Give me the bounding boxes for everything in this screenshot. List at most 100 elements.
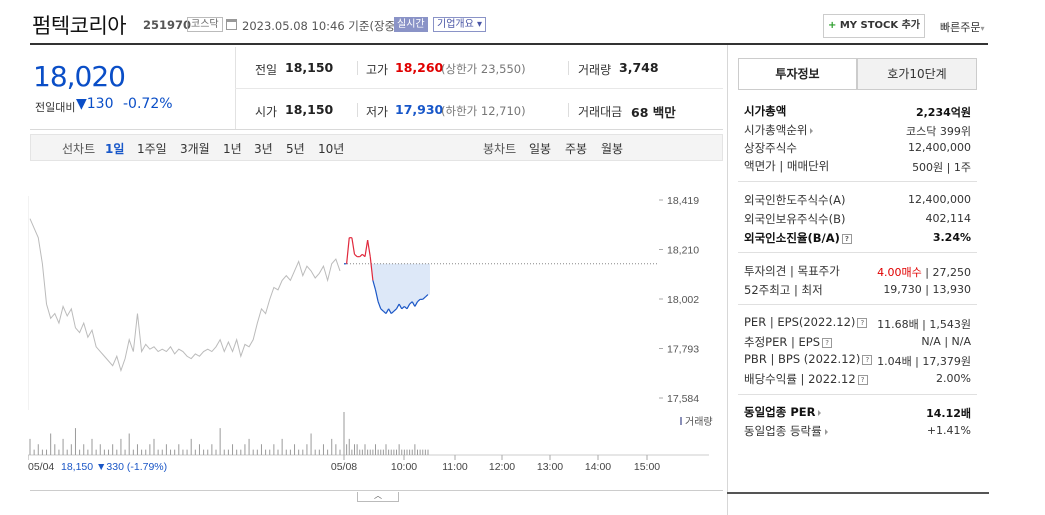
update-datetime: 2023.05.08 10:46 기준(장중): [242, 19, 400, 33]
price-chart[interactable]: 18,419 18,210 18,002 17,793 17,584 거래량 05/08 10…: [28, 180, 723, 475]
tab-3m[interactable]: 3개월: [180, 142, 210, 156]
upper-limit: (상한가 23,550): [441, 62, 526, 76]
chart-tab-bar: [30, 134, 723, 161]
per-label-text: PER | EPS(2022.12): [744, 315, 856, 329]
listed-shares-label: 상장주식수: [744, 141, 797, 155]
y-tick-label: 17,793: [667, 344, 699, 356]
add-my-stock-button[interactable]: + MY STOCK 추가: [823, 14, 925, 38]
lower-limit: (하한가 12,710): [441, 104, 526, 118]
info-icon[interactable]: ?: [857, 317, 868, 328]
today-line-segment: [401, 306, 405, 310]
tab-3y[interactable]: 3년: [254, 142, 273, 156]
volume-legend-label: 거래량: [685, 416, 713, 428]
tab-orderbook[interactable]: 호가10단계: [857, 58, 977, 90]
low-label: 저가: [366, 105, 389, 119]
foreign-limit-value: 12,400,000: [908, 193, 971, 206]
dividend-label-text: 배당수익률 | 2022.12: [744, 372, 856, 386]
foreign-ratio-label: 외국인소진율(B/A)?: [744, 230, 852, 246]
info-icon[interactable]: ?: [841, 233, 852, 244]
divider: [568, 61, 569, 75]
divider: [357, 103, 358, 117]
fall-area: [344, 263, 428, 314]
divider: [235, 88, 723, 89]
industry-change-label[interactable]: 동일업종 등락률: [744, 423, 828, 439]
fall-area-edge: [428, 263, 430, 295]
x-tick-label: 12:00: [489, 461, 515, 473]
header-divider: [30, 43, 988, 45]
par-value-value: 500원 | 1주: [912, 161, 971, 174]
listed-shares-value: 12,400,000: [908, 141, 971, 154]
opinion-value: 4.00매수: [877, 266, 922, 279]
today-line-segment: [411, 301, 416, 307]
arrow-right-icon: [818, 409, 822, 416]
tab-1w[interactable]: 1주일: [137, 142, 167, 156]
realtime-button[interactable]: 실시간: [394, 17, 428, 32]
x-tick-label: 11:00: [442, 461, 468, 473]
info-icon[interactable]: ?: [862, 354, 873, 365]
divider: [738, 394, 977, 395]
today-line-segment: [372, 280, 377, 291]
plus-icon: +: [827, 20, 837, 31]
tab-1y[interactable]: 1년: [223, 142, 242, 156]
divider: [738, 304, 977, 305]
company-overview-label: 기업개요: [437, 19, 474, 30]
tab-10y[interactable]: 10년: [318, 142, 345, 156]
today-line-segment: [385, 308, 390, 314]
market-cap-label: 시가총액: [744, 104, 787, 118]
open-label: 시가: [255, 105, 278, 119]
arrow-right-icon: [824, 428, 828, 435]
today-line-segment: [390, 310, 395, 315]
tab-weekly[interactable]: 주봉: [565, 142, 588, 156]
today-line-segment: [417, 298, 421, 303]
quick-order-button[interactable]: 빠른주문▾: [940, 19, 985, 35]
collapse-button[interactable]: ︿: [357, 492, 399, 502]
low-value: 17,930: [395, 102, 444, 117]
high-label: 고가: [366, 63, 389, 77]
market-cap-rank-label[interactable]: 시가총액순위: [744, 122, 814, 138]
target-price-value: | 27,250: [925, 266, 971, 279]
info-icon[interactable]: ?: [822, 337, 833, 348]
today-line-segment: [351, 237, 356, 255]
tab-5y[interactable]: 5년: [286, 142, 305, 156]
price-change: ▼130: [76, 96, 114, 112]
foreign-holding-label: 외국인보유주식수(B): [744, 212, 846, 226]
divider: [30, 490, 723, 491]
divider: [727, 492, 989, 494]
tab-1d[interactable]: 1일: [105, 142, 125, 156]
divider: [30, 129, 723, 130]
y-tick-label: 18,210: [667, 245, 699, 257]
x-tick-label: 14:00: [585, 461, 611, 473]
dividend-value: 2.00%: [936, 372, 971, 385]
tab-monthly[interactable]: 월봉: [601, 142, 624, 156]
today-line-segment: [424, 294, 429, 298]
x-tick-label: 15:00: [634, 461, 660, 473]
divider: [568, 103, 569, 117]
change-label: 전일대비: [35, 101, 76, 114]
company-overview-dropdown[interactable]: 기업개요 ▾: [433, 17, 487, 32]
open-value: 18,150: [285, 102, 334, 117]
right-panel: [727, 45, 989, 515]
est-per-label: 추정PER | EPS?: [744, 334, 833, 350]
foreign-holding-value: 402,114: [925, 212, 972, 225]
market-cap-rank-text: 시가총액순위: [744, 123, 808, 137]
prev-day-line: [29, 218, 341, 373]
today-line-segment: [369, 256, 374, 281]
pbr-label: PBR | BPS (2022.12)?: [744, 352, 873, 366]
info-icon[interactable]: ?: [857, 374, 868, 385]
tab-daily[interactable]: 일봉: [529, 142, 552, 156]
stock-code: 251970: [143, 18, 192, 32]
divider: [738, 252, 977, 253]
per-value: 11.68배 | 1,543원: [877, 318, 971, 331]
chevron-down-icon: ▾: [477, 19, 483, 30]
opinion-values: 4.00매수 | 27,250: [877, 264, 971, 280]
prev-day-summary: 18,150 ▼330 (-1.79%): [61, 461, 167, 473]
prev-close-value: 18,150: [285, 60, 334, 75]
foreign-ratio-text: 외국인소진율(B/A): [744, 231, 840, 245]
candle-chart-label: 봉차트: [483, 142, 517, 156]
industry-change-text: 동일업종 등락률: [744, 424, 822, 438]
today-line-segment: [359, 253, 363, 258]
calendar-icon: [226, 19, 237, 30]
today-line-segment: [374, 289, 379, 302]
tab-invest-info[interactable]: 투자정보: [738, 58, 857, 90]
industry-per-label[interactable]: 동일업종 PER: [744, 404, 822, 420]
